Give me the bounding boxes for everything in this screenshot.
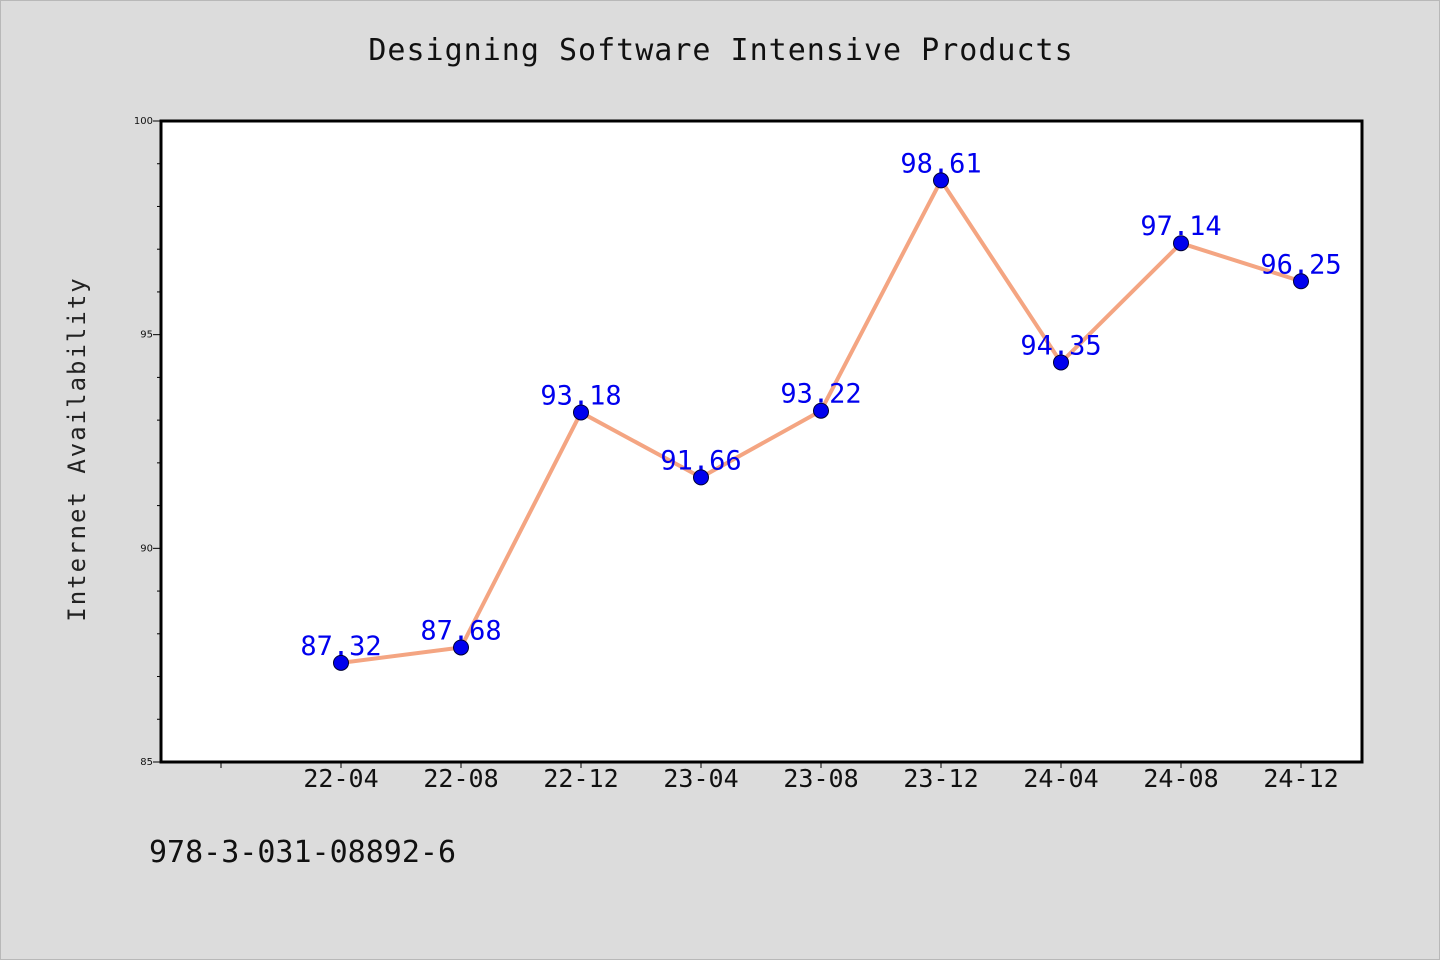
x-tick-label: 22-04	[303, 764, 378, 793]
data-label: 87.32	[300, 631, 381, 662]
x-tick-label: 23-04	[663, 764, 738, 793]
x-tick-label: 24-12	[1263, 764, 1338, 793]
y-axis: 85 90 95 100	[134, 116, 161, 768]
y-tick-label: 85	[140, 757, 153, 768]
data-point	[333, 654, 349, 671]
y-tick-label: 100	[134, 116, 153, 127]
x-tick-label: 24-04	[1023, 764, 1098, 793]
data-label: 91.66	[660, 445, 741, 476]
data-point	[1173, 235, 1189, 252]
data-point	[1293, 273, 1309, 290]
data-markers	[333, 172, 1309, 671]
isbn-text: 978-3-031-08892-6	[149, 835, 457, 870]
data-label: 94.35	[1020, 330, 1101, 361]
data-labels: 87.32 87.68 93.18 91.66 93.22 98.61 94.35 97.14…	[300, 148, 1341, 661]
x-tick-label: 23-12	[903, 764, 978, 793]
data-point	[693, 469, 709, 486]
data-point	[813, 402, 829, 419]
x-tick-label: 23-08	[783, 764, 858, 793]
x-tick-label: 24-08	[1143, 764, 1218, 793]
data-point	[573, 404, 589, 421]
data-label: 93.22	[780, 379, 861, 410]
y-tick-label: 90	[140, 543, 153, 554]
data-label: 93.18	[540, 380, 621, 411]
data-point	[1053, 354, 1069, 371]
x-tick-label: 22-12	[543, 764, 618, 793]
x-tick-label: 22-08	[423, 764, 498, 793]
y-tick-label: 95	[140, 330, 153, 341]
data-label: 98.61	[900, 148, 981, 179]
data-point	[933, 172, 949, 189]
data-label: 87.68	[420, 615, 501, 646]
data-label: 97.14	[1140, 211, 1221, 242]
x-axis: 22-04 22-08 22-12 23-04 23-08 23-12 24-04 24-08…	[220, 762, 1339, 793]
data-point	[453, 639, 469, 656]
data-label: 96.25	[1260, 249, 1341, 280]
chart-title: Designing Software Intensive Products	[368, 33, 1074, 68]
